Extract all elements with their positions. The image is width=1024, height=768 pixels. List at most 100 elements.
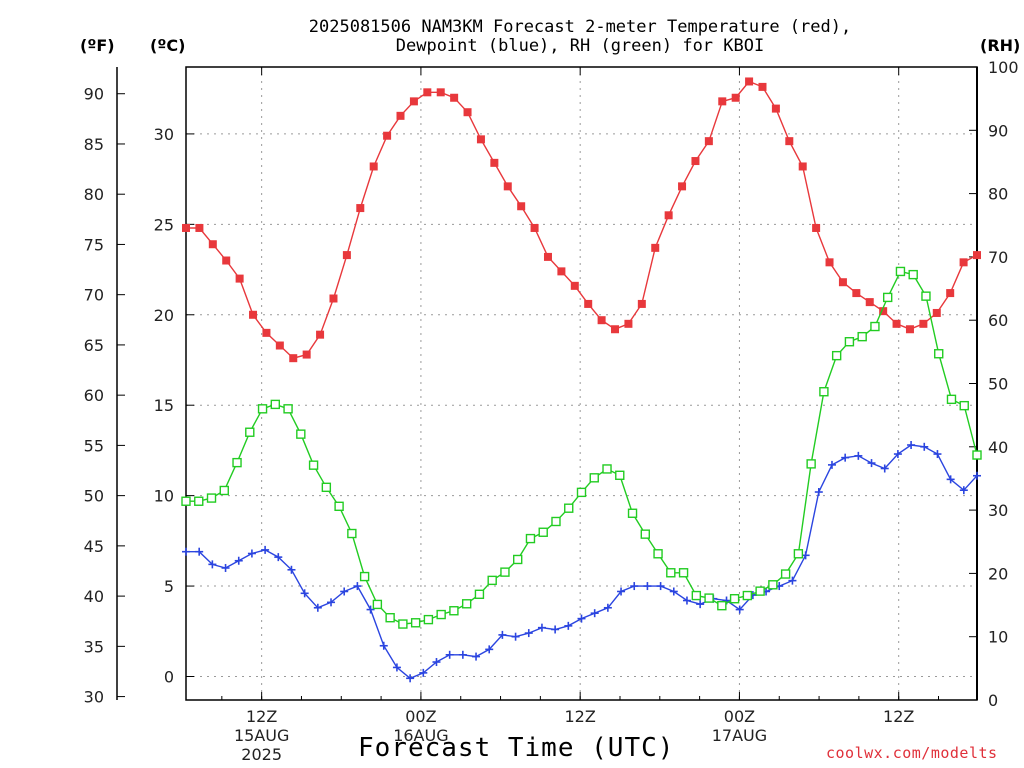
rh-tick-label: 10 bbox=[988, 628, 1008, 647]
rh-point bbox=[513, 554, 523, 565]
rh-point bbox=[602, 464, 612, 474]
rh-point bbox=[857, 331, 867, 342]
temperature-point bbox=[423, 88, 432, 97]
rh-point bbox=[436, 609, 446, 620]
dewpoint-point bbox=[564, 621, 573, 630]
rh-tick-label: 100 bbox=[988, 58, 1019, 77]
rh-point bbox=[780, 569, 791, 579]
celsius-tick-label: 25 bbox=[154, 215, 174, 234]
series-layer bbox=[181, 77, 982, 683]
rh-point bbox=[729, 594, 740, 604]
rh-point bbox=[245, 427, 255, 437]
x-tick-date-label: 17AUG bbox=[712, 726, 767, 745]
credit-link[interactable]: coolwx.com/modelts bbox=[826, 744, 998, 762]
temperature-point bbox=[342, 251, 351, 260]
rh-point bbox=[895, 266, 906, 277]
temperature-point bbox=[664, 211, 673, 220]
rh-point bbox=[449, 606, 459, 616]
temperature-point bbox=[651, 243, 660, 252]
dewpoint-point bbox=[300, 589, 309, 598]
temperature-point bbox=[731, 93, 740, 102]
dewpoint-point bbox=[854, 451, 863, 460]
dewpoint-point bbox=[234, 556, 243, 565]
rh-point bbox=[359, 571, 370, 582]
rh-tick-label: 0 bbox=[988, 691, 998, 710]
rh-point bbox=[870, 321, 880, 332]
temperature-point bbox=[329, 294, 338, 303]
rh-point bbox=[844, 337, 855, 347]
celsius-tick-label: 10 bbox=[154, 487, 174, 506]
rh-point bbox=[308, 460, 319, 470]
celsius-tick-label: 5 bbox=[164, 577, 174, 596]
fahrenheit-tick-label: 70 bbox=[84, 286, 104, 305]
rh-point bbox=[219, 485, 229, 496]
temperature-point bbox=[745, 77, 754, 86]
rh-unit-label: (RH) bbox=[980, 36, 1021, 55]
rh-point bbox=[206, 493, 217, 503]
rh-point bbox=[589, 473, 599, 483]
rh-point bbox=[831, 350, 842, 361]
dewpoint-point bbox=[524, 629, 533, 638]
dewpoint-point bbox=[630, 582, 639, 591]
fahrenheit-tick-label: 45 bbox=[84, 537, 104, 556]
dewpoint-point bbox=[511, 632, 520, 641]
rh-point bbox=[615, 470, 625, 480]
fahrenheit-tick-label: 35 bbox=[84, 637, 104, 656]
dewpoint-point bbox=[485, 645, 494, 654]
temperature-point bbox=[946, 289, 955, 298]
dewpoint-point bbox=[498, 630, 507, 639]
temperature-point bbox=[919, 319, 928, 328]
temperature-point bbox=[865, 298, 874, 307]
temperature-point bbox=[356, 204, 365, 213]
rh-tick-label: 70 bbox=[988, 248, 1008, 267]
rh-tick-label: 90 bbox=[988, 121, 1008, 140]
dewpoint-point bbox=[327, 598, 336, 607]
temperature-point bbox=[463, 108, 472, 117]
dewpoint-line bbox=[186, 444, 978, 680]
dewpoint-point bbox=[551, 625, 560, 634]
dewpoint-point bbox=[458, 650, 467, 659]
dewpoint-point bbox=[432, 658, 441, 667]
fahrenheit-tick-label: 50 bbox=[84, 487, 104, 506]
dewpoint-point bbox=[195, 547, 204, 556]
rh-point bbox=[666, 568, 676, 578]
dewpoint-point bbox=[590, 609, 599, 618]
grid-layer bbox=[186, 67, 977, 700]
fahrenheit-tick-label: 90 bbox=[84, 85, 104, 104]
rh-point bbox=[347, 528, 357, 539]
dewpoint-point bbox=[221, 563, 230, 572]
temperature-point bbox=[812, 223, 821, 232]
x-tick-label: 00Z bbox=[724, 707, 755, 726]
temperature-point bbox=[195, 223, 204, 232]
temperature-point bbox=[691, 157, 700, 166]
rh-point bbox=[768, 580, 778, 590]
rh-point bbox=[908, 269, 918, 280]
rh-point bbox=[334, 501, 344, 512]
dewpoint-point bbox=[208, 560, 217, 569]
dewpoint-point bbox=[247, 549, 256, 558]
fahrenheit-tick-label: 75 bbox=[84, 235, 104, 254]
rh-point bbox=[385, 613, 395, 623]
dewpoint-point bbox=[366, 605, 375, 614]
dewpoint-point bbox=[261, 545, 270, 554]
x-tick-label: 12Z bbox=[565, 707, 596, 726]
rh-point bbox=[678, 568, 689, 578]
dewpoint-point bbox=[920, 442, 929, 451]
rh-point bbox=[551, 516, 561, 527]
celsius-tick-label: 20 bbox=[154, 306, 174, 325]
dewpoint-point bbox=[656, 582, 665, 591]
temperature-point bbox=[624, 319, 633, 328]
rh-point bbox=[181, 496, 191, 506]
celsius-tick-label: 30 bbox=[154, 125, 174, 144]
temperature-point bbox=[490, 158, 499, 167]
fahrenheit-tick-label: 30 bbox=[84, 688, 104, 707]
rh-tick-label: 40 bbox=[988, 438, 1008, 457]
dewpoint-point bbox=[841, 453, 850, 462]
x-tick-label: 00Z bbox=[405, 707, 436, 726]
temperature-line bbox=[186, 80, 978, 359]
rh-point bbox=[538, 527, 548, 537]
dewpoint-point bbox=[682, 596, 691, 605]
rh-point bbox=[742, 590, 753, 601]
celsius-tick-label: 15 bbox=[154, 396, 174, 415]
rh-point bbox=[296, 429, 306, 439]
